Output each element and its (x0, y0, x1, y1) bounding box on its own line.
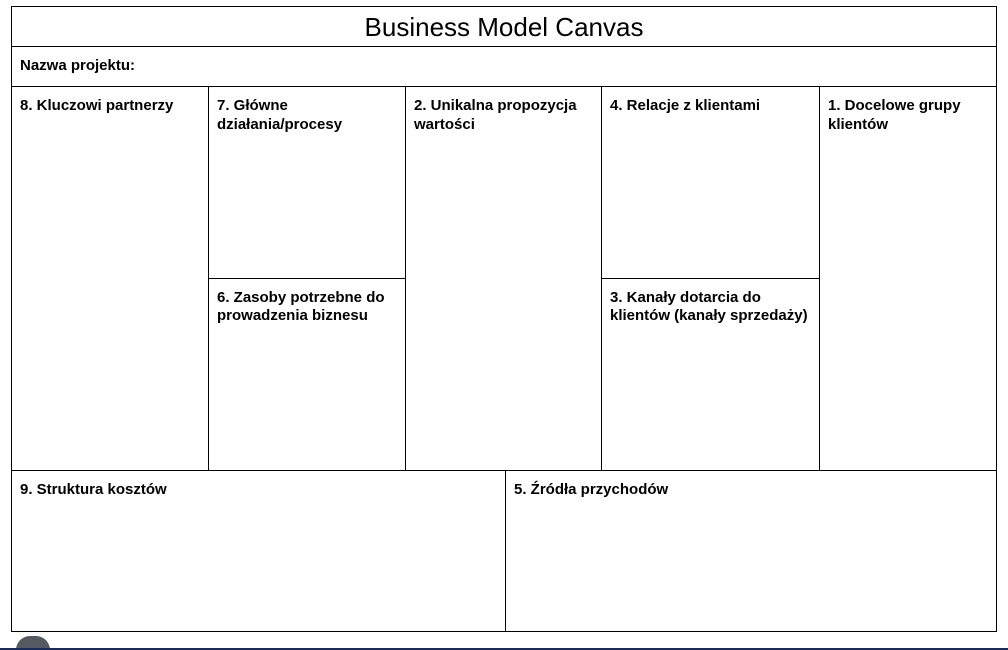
canvas-title: Business Model Canvas (12, 7, 996, 47)
block-key-partners: 8. Kluczowi partnerzy (12, 87, 208, 470)
label-revenue-streams: 5. Źródła przychodów (514, 481, 988, 500)
col-key-partners: 8. Kluczowi partnerzy (12, 87, 209, 470)
col-value-proposition: 2. Unikalna propozycja wartości (406, 87, 602, 470)
col-activities-resources: 7. Główne działania/procesy 6. Zasoby po… (209, 87, 406, 470)
label-key-resources: 6. Zasoby potrzebne do prowadzenia bizne… (217, 289, 397, 327)
label-channels: 3. Kanały dotarcia do klientów (kanały s… (610, 289, 811, 327)
col-relations-channels: 4. Relacje z klientami 3. Kanały dotarci… (602, 87, 820, 470)
label-key-activities: 7. Główne działania/procesy (217, 97, 397, 135)
block-cost-structure: 9. Struktura kosztów (12, 471, 506, 631)
block-revenue-streams: 5. Źródła przychodów (506, 471, 996, 631)
label-value-proposition: 2. Unikalna propozycja wartości (414, 97, 593, 135)
block-channels: 3. Kanały dotarcia do klientów (kanały s… (602, 279, 819, 471)
block-customer-relations: 4. Relacje z klientami (602, 87, 819, 279)
label-customer-segments: 1. Docelowe grupy klientów (828, 97, 988, 135)
canvas-middle-grid: 8. Kluczowi partnerzy 7. Główne działani… (12, 87, 996, 471)
business-model-canvas: Business Model Canvas Nazwa projektu: 8.… (11, 6, 997, 632)
block-value-proposition: 2. Unikalna propozycja wartości (406, 87, 601, 470)
block-key-resources: 6. Zasoby potrzebne do prowadzenia bizne… (209, 279, 405, 471)
label-customer-relations: 4. Relacje z klientami (610, 97, 811, 116)
label-key-partners: 8. Kluczowi partnerzy (20, 97, 200, 116)
label-cost-structure: 9. Struktura kosztów (20, 481, 497, 500)
block-customer-segments: 1. Docelowe grupy klientów (820, 87, 996, 470)
col-customer-segments: 1. Docelowe grupy klientów (820, 87, 996, 470)
project-name-row: Nazwa projektu: (12, 47, 996, 87)
block-key-activities: 7. Główne działania/procesy (209, 87, 405, 279)
project-name-label: Nazwa projektu: (20, 57, 135, 74)
canvas-bottom-grid: 9. Struktura kosztów 5. Źródła przychodó… (12, 471, 996, 631)
